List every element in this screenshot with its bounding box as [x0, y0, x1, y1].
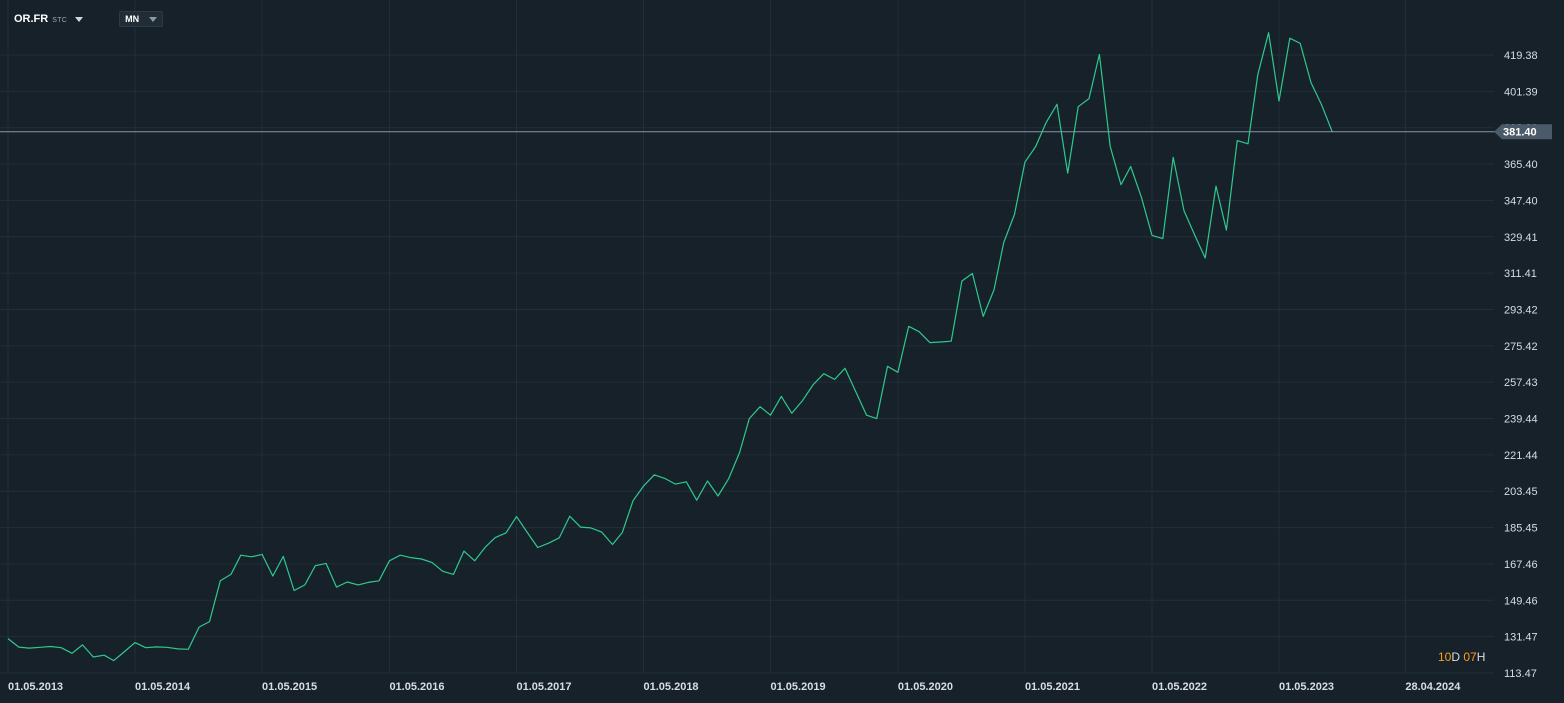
x-tick-label: 01.05.2017 [516, 681, 571, 693]
y-tick-label: 257.43 [1504, 377, 1538, 389]
x-tick-label: 01.05.2015 [262, 681, 317, 693]
current-price-tag: 381.40 [1494, 124, 1552, 140]
symbol-type: STC [52, 17, 68, 24]
symbol-selector[interactable]: OR.FR STC [14, 13, 84, 25]
y-tick-label: 347.40 [1504, 195, 1538, 207]
y-tick-label: 149.46 [1504, 595, 1538, 607]
y-axis: 419.38401.39383.39365.40347.40329.41311.… [1504, 50, 1538, 680]
symbol-name: OR.FR [14, 13, 49, 25]
price-tag-shape [1494, 124, 1552, 140]
x-tick-label: 01.05.2014 [135, 681, 191, 693]
countdown-days-unit: D [1451, 650, 1461, 664]
y-tick-label: 167.46 [1504, 559, 1538, 571]
y-tick-label: 185.45 [1504, 523, 1538, 535]
x-tick-label: 01.05.2019 [771, 681, 826, 693]
x-tick-label: 01.05.2023 [1279, 681, 1334, 693]
y-tick-label: 239.44 [1504, 414, 1538, 426]
caret-down-icon [149, 16, 158, 22]
x-tick-label: 01.05.2016 [389, 681, 444, 693]
grid [0, 0, 1494, 674]
y-tick-label: 131.47 [1504, 632, 1538, 644]
y-tick-label: 221.44 [1504, 450, 1538, 462]
y-tick-label: 203.45 [1504, 486, 1538, 498]
y-tick-label: 329.41 [1504, 232, 1538, 244]
countdown-hours: 07 [1463, 650, 1477, 664]
x-tick-label: 01.05.2020 [898, 681, 953, 693]
y-tick-label: 419.38 [1504, 50, 1538, 62]
series-layer [7, 32, 1333, 662]
candle-countdown: 10D 07H [1438, 650, 1485, 664]
y-tick-label: 365.40 [1504, 159, 1538, 171]
x-axis: 01.05.2013 01.05.2014 01.05.2015 01.05.2016… [8, 681, 1461, 693]
x-tick-label: 01.05.2021 [1025, 681, 1080, 693]
timeframe-selector[interactable]: MN [119, 11, 164, 27]
x-tick-label: 01.05.2022 [1152, 681, 1207, 693]
y-tick-label: 113.47 [1504, 668, 1537, 680]
countdown-days: 10 [1438, 650, 1452, 664]
caret-down-icon [75, 17, 84, 22]
x-tick-label: 01.05.2018 [644, 681, 699, 693]
chart-toolbar: OR.FR STC MN [14, 10, 164, 28]
series-line [7, 32, 1333, 662]
y-tick-label: 275.42 [1504, 341, 1538, 353]
y-tick-label: 311.41 [1504, 268, 1537, 280]
price-tag-label: 381.40 [1503, 127, 1537, 139]
y-tick-label: 293.42 [1504, 304, 1538, 316]
x-tick-label: 01.05.2013 [8, 681, 63, 693]
y-tick-label: 401.39 [1504, 86, 1538, 98]
countdown-hours-unit: H [1476, 650, 1486, 664]
timeframe-label: MN [125, 14, 140, 24]
x-tick-label: 28.04.2024 [1405, 681, 1461, 693]
